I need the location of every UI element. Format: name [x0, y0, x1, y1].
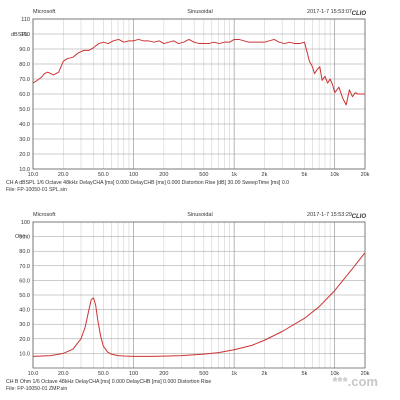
chart1-brand-logo: CLIO [352, 11, 367, 17]
chart1-header-left: Microsoft [33, 9, 56, 15]
chart2-brand-logo: CLIO [352, 214, 367, 220]
chart1-x-tick-label: 5k [302, 172, 308, 178]
chart2-x-tick-label: 2k [262, 371, 268, 377]
chart1-x-tick-label: 20k [361, 172, 370, 178]
chart2-series-line [32, 252, 366, 357]
chart1-x-tick-label: 2k [262, 172, 268, 178]
chart2-x-tick-label: 10.0 [28, 371, 39, 377]
chart2-y-tick-label: 90.0 [19, 235, 30, 241]
chart1-x-tick-label: 10k [330, 172, 339, 178]
chart1-y-tick-label: 70.0 [19, 77, 30, 83]
chart1-y-tick-label: 50.0 [19, 107, 30, 113]
chart2-y-tick-label: 20.0 [19, 337, 30, 343]
chart1-y-tick-label: 90.0 [19, 47, 30, 53]
chart1-x-tick-label: 20.0 [58, 172, 69, 178]
chart1-file-line: File: FP-10050-01 SPL.sin [6, 187, 67, 193]
chart2-y-tick-label: 40.0 [19, 308, 30, 314]
chart2-y-tick-label: 30.0 [19, 322, 30, 328]
chart2-y-tick-label: 70.0 [19, 264, 30, 270]
chart2-x-tick-label: 500 [199, 371, 208, 377]
chart2-header-center: Sinusoidal [187, 212, 212, 218]
chart1-y-tick-label: 60.0 [19, 92, 30, 98]
chart1-x-tick-label: 10.0 [28, 172, 39, 178]
chart1-header-right: 2017-1-7 15:53:07 [307, 9, 352, 15]
chart2-y-tick-label: 100 [21, 220, 30, 226]
chart2-x-tick-label: 20.0 [58, 371, 69, 377]
chart1-y-tick-label: 110 [21, 17, 30, 23]
chart1-y-tick-label: 40.0 [19, 122, 30, 128]
chart2-header-right: 2017-1-7 15:53:29 [307, 212, 352, 218]
chart2-file-line: File: FP-10050-01 ZMP.sin [6, 386, 67, 392]
chart1-info-line: CH A dBSPL 1/6 Octave 48kHz DelayCHA [ms… [6, 180, 289, 186]
spl-response-chart: 110 100 90.0 80.0 70.0 60.0 50.0 40.0 30.0 20.0 10… [19, 17, 369, 178]
chart2-x-tick-label: 200 [159, 371, 168, 377]
chart2-plot-frame [32, 221, 366, 369]
chart2-x-tick-label: 1k [231, 371, 237, 377]
chart1-ylabel: dBSPL [11, 32, 28, 38]
chart1-y-tick-label: 20.0 [19, 152, 30, 158]
chart1-y-tick-label: 10.0 [19, 167, 30, 173]
chart2-y-tick-label: 50.0 [19, 293, 30, 299]
chart1-y-tick-label: 100 [21, 32, 30, 38]
chart1-header-center: Sinusoidal [187, 9, 212, 15]
chart2-x-tick-label: 20k [361, 371, 370, 377]
chart2-info-line: CH B Ohm 1/6 Octave 48kHz DelayCHA [ms] … [6, 379, 211, 385]
chart2-y-tick-label: 10.0 [19, 351, 30, 357]
chart1-x-tick-label: 50.0 [98, 172, 109, 178]
chart1-y-tick-label: 80.0 [19, 62, 30, 68]
chart2-x-tick-label: 100 [129, 371, 138, 377]
chart2-y-tick-label: 80.0 [19, 249, 30, 255]
chart1-x-tick-label: 200 [159, 172, 168, 178]
chart2-x-tick-label: 5k [302, 371, 308, 377]
chart2-header-left: Microsoft [33, 212, 56, 218]
chart2-x-tick-label: 50.0 [98, 371, 109, 377]
chart1-x-tick-label: 1k [231, 172, 237, 178]
chart2-x-tick-label: 10k [330, 371, 339, 377]
chart1-series-line [32, 38, 365, 106]
chart1-y-tick-label: 30.0 [19, 137, 30, 143]
chart2-ylabel: Ohm [15, 234, 27, 240]
chart1-x-tick-label: 500 [199, 172, 208, 178]
chart1-x-tick-label: 100 [129, 172, 138, 178]
chart2-y-tick-label: 60.0 [19, 278, 30, 284]
impedance-chart: 100 90.0 80.0 70.0 60.0 50.0 40.0 30.0 20.0 10.0 1… [19, 220, 369, 377]
watermark: ***.com [332, 374, 378, 389]
